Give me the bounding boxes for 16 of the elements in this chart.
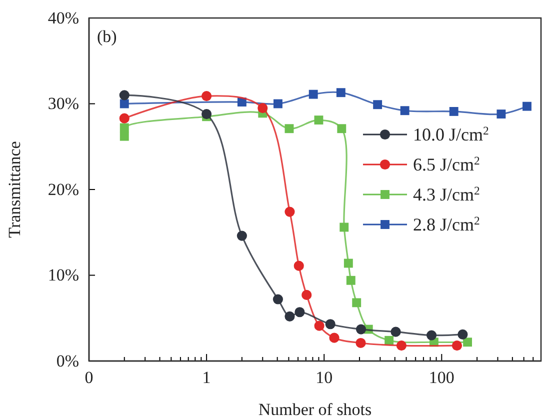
y-tick-label: 20% xyxy=(48,180,79,199)
legend-label: 2.8 J/cm$^{2}$ xyxy=(413,214,480,234)
x-tick-label: 10 xyxy=(316,368,333,388)
annotation: (b) xyxy=(97,27,117,46)
y-tick-label: 40% xyxy=(48,8,79,28)
y-tick-label: 0% xyxy=(56,351,79,370)
x-tick-label: 0 xyxy=(84,368,94,388)
y-axis-title: Transmittance xyxy=(5,141,24,238)
x-axis-title: Number of shots xyxy=(258,400,372,419)
legend-label: 4.3 J/cm$^{2}$ xyxy=(413,184,480,204)
legend-label: 10.0 J/cm$^{2}$ xyxy=(413,124,489,144)
y-tick-label: 30% xyxy=(48,94,79,114)
x-tick-label: 1 xyxy=(202,368,211,388)
x-tick-label: 100 xyxy=(428,368,454,388)
legend-label: 6.5 J/cm$^{2}$ xyxy=(413,154,480,174)
y-tick-label: 10% xyxy=(48,266,79,285)
